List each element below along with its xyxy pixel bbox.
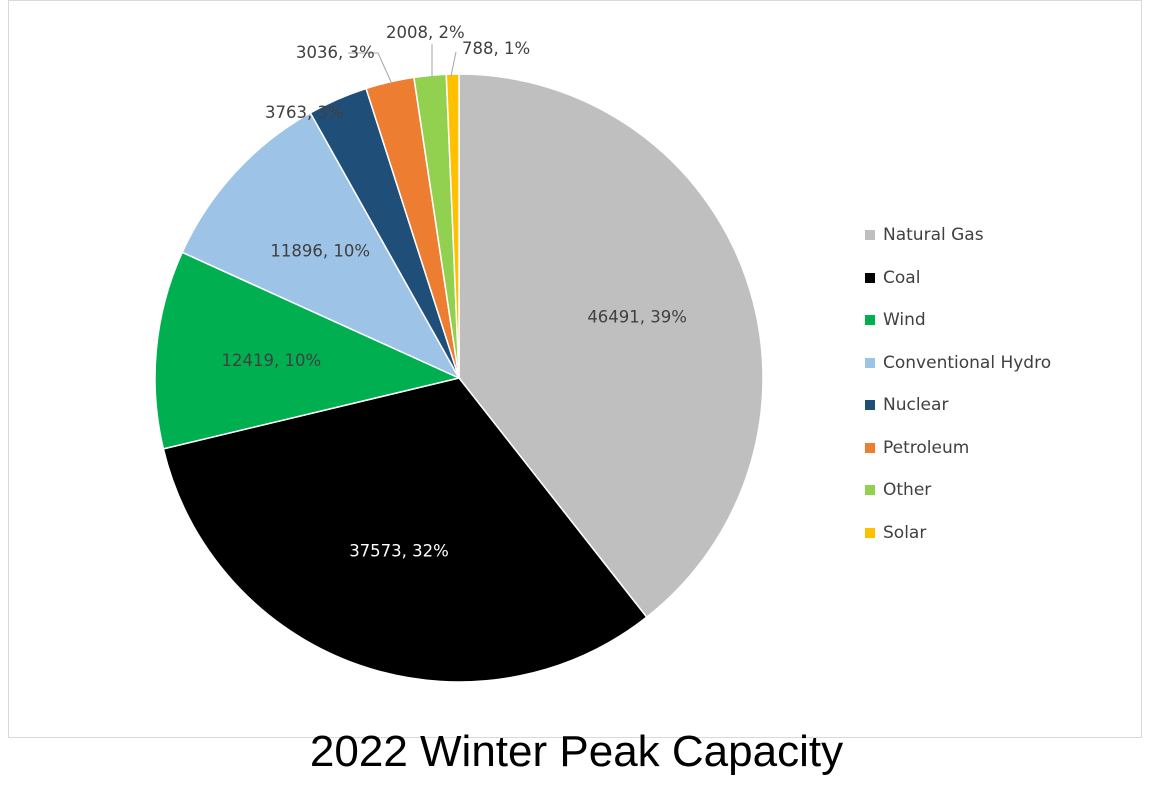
legend-swatch bbox=[865, 527, 875, 538]
pie-slice-conventional-hydro bbox=[181, 111, 461, 380]
legend-swatch bbox=[865, 485, 875, 496]
legend-swatch bbox=[865, 315, 875, 326]
pie-slice-coal bbox=[162, 377, 648, 683]
data-label-solar: 788, 1% bbox=[462, 39, 530, 58]
data-label-coal: 37573, 32% bbox=[349, 541, 449, 560]
legend-label: Other bbox=[883, 480, 932, 501]
pie-slice-natural-gas bbox=[458, 73, 764, 619]
legend-swatch bbox=[865, 272, 875, 283]
legend-item-other: Other bbox=[865, 469, 1051, 512]
data-label-other: 2008, 2% bbox=[386, 23, 465, 42]
legend-swatch bbox=[865, 400, 875, 411]
leader-line-petroleum bbox=[348, 52, 393, 85]
legend-label: Natural Gas bbox=[883, 225, 984, 246]
leader-line-solar bbox=[450, 51, 457, 77]
pie-chart: 46491, 39% 37573, 32% 12419, 10% 11896, 10%… bbox=[154, 23, 764, 683]
legend-label: Nuclear bbox=[883, 395, 949, 416]
legend-item-solar: Solar bbox=[865, 512, 1051, 555]
data-label-nuclear: 3763, 3% bbox=[265, 103, 344, 122]
legend-item-natural-gas: Natural Gas bbox=[865, 214, 1051, 257]
legend-item-wind: Wind bbox=[865, 299, 1051, 342]
legend-item-conventional-hydro: Conventional Hydro bbox=[865, 342, 1051, 385]
legend-swatch bbox=[865, 357, 875, 368]
legend-label: Coal bbox=[883, 267, 921, 288]
legend-label: Wind bbox=[883, 310, 926, 331]
legend-label: Conventional Hydro bbox=[883, 352, 1052, 373]
legend-label: Petroleum bbox=[883, 437, 970, 458]
data-label-natural-gas: 46491, 39% bbox=[587, 307, 687, 326]
legend-label: Solar bbox=[883, 522, 927, 543]
legend-swatch bbox=[865, 230, 875, 241]
data-label-petroleum: 3036, 3% bbox=[296, 43, 375, 62]
legend-item-coal: Coal bbox=[865, 257, 1051, 300]
data-label-conventional-hydro: 11896, 10% bbox=[270, 241, 370, 260]
legend-item-petroleum: Petroleum bbox=[865, 427, 1051, 470]
legend-swatch bbox=[865, 442, 875, 453]
legend-item-nuclear: Nuclear bbox=[865, 384, 1051, 427]
legend: Natural Gas Coal Wind Conventional Hydro Nuc… bbox=[865, 214, 1051, 554]
pie-slice-solar bbox=[445, 73, 460, 379]
chart-title: 2022 Winter Peak Capacity bbox=[309, 727, 844, 776]
data-label-wind: 12419, 10% bbox=[222, 351, 322, 370]
pie-slice-wind bbox=[154, 251, 462, 450]
